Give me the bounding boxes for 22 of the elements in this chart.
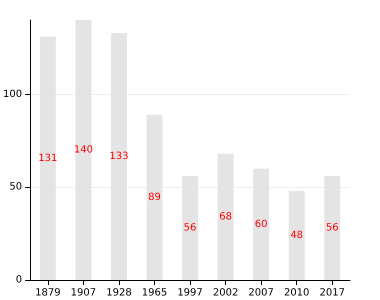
x-tick-label: 1879 — [35, 288, 61, 298]
data-label: 68 — [219, 211, 232, 222]
y-tick-label: 100 — [2, 88, 22, 100]
x-tick-label: 1997 — [177, 288, 203, 298]
x-tick-label: 2002 — [212, 288, 238, 298]
data-label: 56 — [326, 222, 339, 234]
data-label: 48 — [290, 230, 304, 241]
x-tick-label: 1965 — [142, 288, 168, 298]
x-tick-label: 1907 — [70, 288, 96, 298]
data-label: 89 — [148, 192, 161, 203]
data-label: 60 — [254, 218, 268, 230]
data-label: 133 — [109, 151, 128, 162]
y-tick-label: 0 — [16, 274, 22, 286]
data-label: 131 — [38, 152, 58, 164]
bar — [288, 190, 305, 280]
data-label: 140 — [74, 144, 93, 156]
data-label: 56 — [184, 222, 196, 234]
x-tick-label: 2017 — [320, 288, 345, 298]
x-tick-label: 2007 — [248, 288, 274, 298]
x-tick-label: 2010 — [284, 288, 310, 298]
y-tick-label: 50 — [9, 182, 22, 193]
x-tick-label: 1928 — [106, 288, 132, 298]
